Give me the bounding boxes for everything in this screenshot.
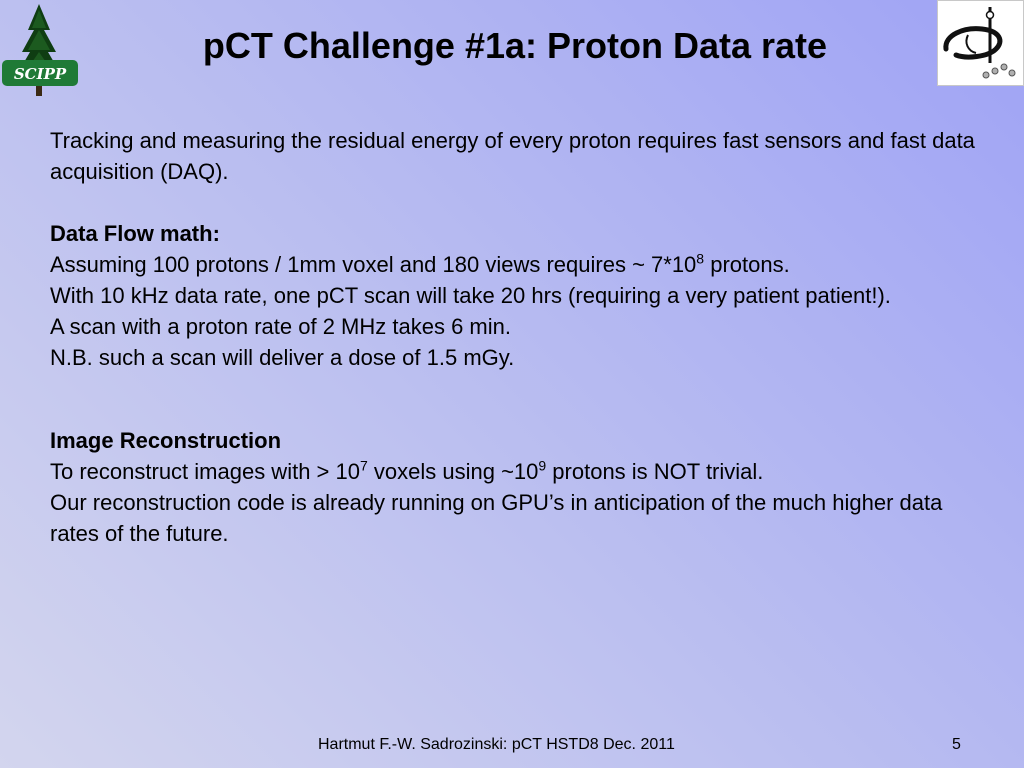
- data-flow-line-4: N.B. such a scan will deliver a dose of …: [50, 345, 515, 370]
- data-flow-line-3: A scan with a proton rate of 2 MHz takes…: [50, 314, 511, 339]
- slide-title: pCT Challenge #1a: Proton Data rate: [202, 25, 828, 66]
- scipp-logo-text: SCIPP: [14, 65, 67, 83]
- data-flow-heading: Data Flow math:: [50, 221, 220, 246]
- image-recon-line-2: Our reconstruction code is already runni…: [50, 490, 943, 546]
- page-number: 5: [952, 736, 961, 753]
- scipp-logo: SCIPP: [0, 0, 82, 100]
- institute-logo: [937, 0, 1024, 86]
- image-recon-heading: Image Reconstruction: [50, 428, 282, 453]
- data-flow-line-2: With 10 kHz data rate, one pCT scan will…: [50, 283, 891, 308]
- data-flow-line-1: Assuming 100 protons / 1mm voxel and 180…: [50, 250, 790, 277]
- intro-paragraph: Tracking and measuring the residual ener…: [50, 128, 975, 184]
- footer-text: Hartmut F.-W. Sadrozinski: pCT HSTD8 Dec…: [318, 736, 675, 753]
- image-recon-line-1: To reconstruct images with > 107 voxels …: [50, 457, 764, 484]
- slide-body: Tracking and measuring the residual ener…: [50, 125, 990, 549]
